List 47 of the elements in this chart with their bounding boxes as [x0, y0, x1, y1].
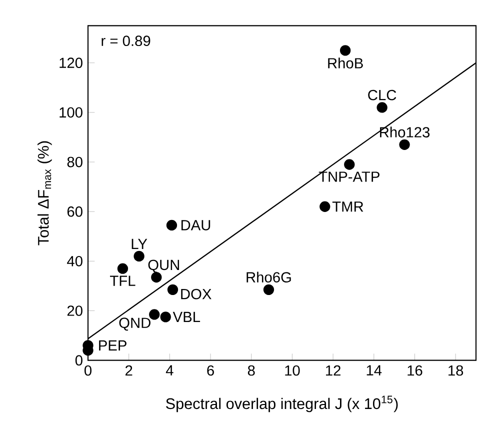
annotation: QUN — [148, 260, 179, 273]
annotation: Rho6G — [246, 272, 291, 282]
point — [166, 220, 178, 231]
point — [376, 102, 388, 113]
x-tick-label: 18 — [448, 365, 464, 376]
annotation: CLC — [368, 90, 396, 100]
y-axis-title: Total ΔF$_{max}$ (%) — [38, 141, 52, 246]
y-tick-label: 20 — [67, 306, 82, 316]
x-tick-label: 2 — [126, 365, 132, 376]
point — [263, 284, 274, 296]
y-tick-label: 40 — [67, 256, 82, 266]
y-tick-label: 120 — [60, 58, 82, 68]
x-tick-label: 8 — [248, 365, 255, 376]
annotation: QND — [119, 318, 150, 331]
x-tick-label: 0 — [84, 365, 92, 376]
y-tick-label: 60 — [67, 206, 82, 217]
x-tick-label: 12 — [326, 365, 340, 376]
annotation: LY — [132, 238, 148, 250]
x-tick-label: 14 — [366, 365, 382, 376]
annotation: TFL — [110, 276, 136, 286]
annotation: VBL — [172, 312, 200, 322]
point — [167, 284, 178, 296]
point — [160, 312, 171, 322]
y-tick-label: 80 — [67, 156, 82, 168]
annotation: TMR — [332, 202, 364, 212]
point — [149, 309, 160, 320]
point — [340, 45, 351, 56]
x-tick-label: 6 — [207, 365, 214, 376]
point — [320, 201, 330, 212]
annotation: PEP — [99, 340, 126, 350]
point — [399, 139, 410, 150]
annotation: DAU — [181, 220, 210, 230]
point — [134, 250, 144, 262]
x-tick-label: 16 — [408, 365, 422, 376]
annotation: TNP-ATP — [318, 172, 380, 182]
y-tick-label: 0 — [75, 355, 82, 366]
y-tick-label: 100 — [60, 107, 82, 118]
x-axis-title: Spectral overlap integral J (x 10$^{15}$) — [166, 396, 398, 412]
point — [117, 263, 128, 274]
annotation: r = 0.89 — [102, 36, 150, 46]
point — [344, 159, 355, 170]
annotation: Rho123 — [380, 126, 430, 138]
annotation: RhoB — [328, 58, 363, 68]
point — [151, 272, 162, 283]
x-tick-label: 10 — [285, 365, 300, 376]
annotation: DOX — [181, 288, 212, 300]
x-tick-label: 4 — [166, 365, 174, 376]
